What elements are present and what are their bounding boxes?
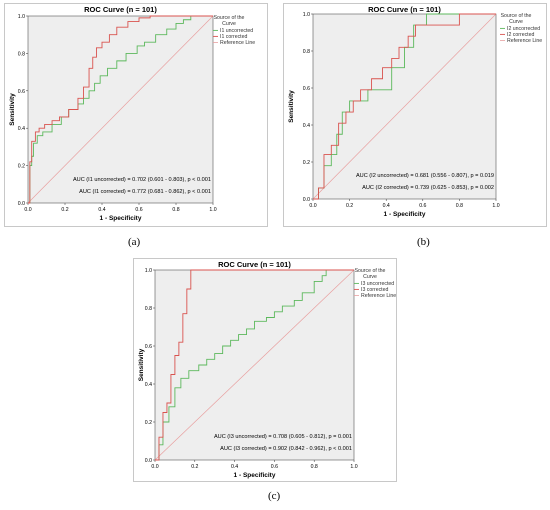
legend-label-uncorrected-c: I3 uncorrected [361, 281, 394, 287]
x-tick-label-a: 0.2 [61, 207, 68, 213]
x-tick-label-b: 1.0 [492, 203, 499, 209]
legend-title-a: Source of the Curve [214, 15, 245, 27]
legend-title-c: Source of the Curve [355, 268, 386, 280]
roc-series-corrected-a [28, 15, 213, 204]
y-axis-label-a: Sensitivity [9, 93, 16, 126]
legend-label-reference-c: Reference Line [361, 293, 396, 299]
roc-series-corrected-c [155, 269, 354, 461]
chart-title-b: ROC Curve (n = 101) [368, 5, 441, 14]
chart-title-c: ROC Curve (n = 101) [218, 260, 291, 269]
legend-label-uncorrected-b: I2 uncorrected [507, 26, 540, 32]
legend-title-b: Source of the Curve [501, 13, 532, 25]
y-tick-label-c: 0.4 [145, 382, 152, 388]
auc-annotation-c: AUC (I3 uncorrected) = 0.708 (0.605 - 0.… [214, 434, 352, 440]
x-axis-label-c: 1 - Specificity [234, 472, 276, 479]
x-tick-label-a: 0.0 [24, 207, 31, 213]
y-tick-label-c: 0.2 [145, 420, 152, 426]
x-tick-label-b: 0.2 [346, 203, 353, 209]
x-tick-label-c: 0.6 [271, 464, 278, 470]
auc-annotation-b: AUC (I2 corrected) = 0.739 (0.625 - 0.85… [362, 185, 494, 191]
y-tick-label-a: 1.0 [18, 14, 25, 20]
sub-label-c: (c) [268, 490, 281, 502]
x-axis-label-a: 1 - Specificity [100, 215, 142, 222]
y-tick-label-c: 0.0 [145, 458, 152, 464]
reference-line-b [312, 13, 497, 200]
legend-label-reference-a: Reference Line [220, 40, 255, 46]
roc-series-uncorrected-a [28, 15, 213, 204]
legend-label-corrected-c: I3 corrected [361, 287, 389, 293]
x-tick-label-b: 0.4 [383, 203, 390, 209]
y-tick-label-a: 0.8 [18, 51, 25, 57]
x-tick-label-c: 0.8 [311, 464, 318, 470]
y-tick-label-b: 0.8 [303, 49, 310, 55]
y-tick-label-c: 0.6 [145, 344, 152, 350]
sub-label-a: (a) [128, 236, 141, 248]
x-tick-label-a: 1.0 [209, 207, 216, 213]
x-tick-label-b: 0.6 [419, 203, 426, 209]
x-tick-label-a: 0.4 [98, 207, 105, 213]
y-tick-label-a: 0.2 [18, 164, 25, 170]
x-tick-label-c: 0.0 [151, 464, 158, 470]
legend-label-uncorrected-a: I1 uncorrected [220, 28, 253, 34]
x-tick-label-b: 0.8 [456, 203, 463, 209]
y-tick-label-c: 0.8 [145, 306, 152, 312]
reference-line-c [154, 269, 355, 461]
x-tick-label-c: 0.2 [191, 464, 198, 470]
legend-label-corrected-b: I2 corrected [507, 32, 535, 38]
y-tick-label-c: 1.0 [145, 268, 152, 274]
chart-title-a: ROC Curve (n = 101) [84, 5, 157, 14]
roc-series-uncorrected-c [155, 269, 354, 461]
auc-annotation-a: AUC (I1 corrected) = 0.772 (0.681 - 0.86… [79, 189, 211, 195]
auc-annotation-a: AUC (I1 uncorrected) = 0.702 (0.601 - 0.… [73, 177, 211, 183]
y-axis-label-c: Sensitivity [138, 348, 145, 381]
y-tick-label-a: 0.6 [18, 89, 25, 95]
legend-label-corrected-a: I1 corrected [220, 34, 248, 40]
y-tick-label-a: 0.4 [18, 126, 25, 132]
y-axis-label-b: Sensitivity [288, 90, 295, 123]
legend-label-reference-b: Reference Line [507, 38, 542, 44]
y-tick-label-b: 0.4 [303, 123, 310, 129]
auc-annotation-c: AUC (I3 corrected) = 0.902 (0.842 - 0.96… [220, 446, 352, 452]
roc-series-corrected-b [313, 13, 496, 200]
y-tick-label-b: 0.0 [303, 197, 310, 203]
y-tick-label-b: 0.6 [303, 86, 310, 92]
y-tick-label-b: 0.2 [303, 160, 310, 166]
y-tick-label-a: 0.0 [18, 201, 25, 207]
auc-annotation-b: AUC (I2 uncorrected) = 0.681 (0.556 - 0.… [356, 173, 494, 179]
x-tick-label-c: 0.4 [231, 464, 238, 470]
x-tick-label-a: 0.6 [135, 207, 142, 213]
sub-label-b: (b) [417, 236, 430, 248]
reference-line-a [27, 15, 214, 204]
x-tick-label-b: 0.0 [309, 203, 316, 209]
x-tick-label-c: 1.0 [350, 464, 357, 470]
x-axis-label-b: 1 - Specificity [384, 211, 426, 218]
x-tick-label-a: 0.8 [172, 207, 179, 213]
y-tick-label-b: 1.0 [303, 12, 310, 18]
